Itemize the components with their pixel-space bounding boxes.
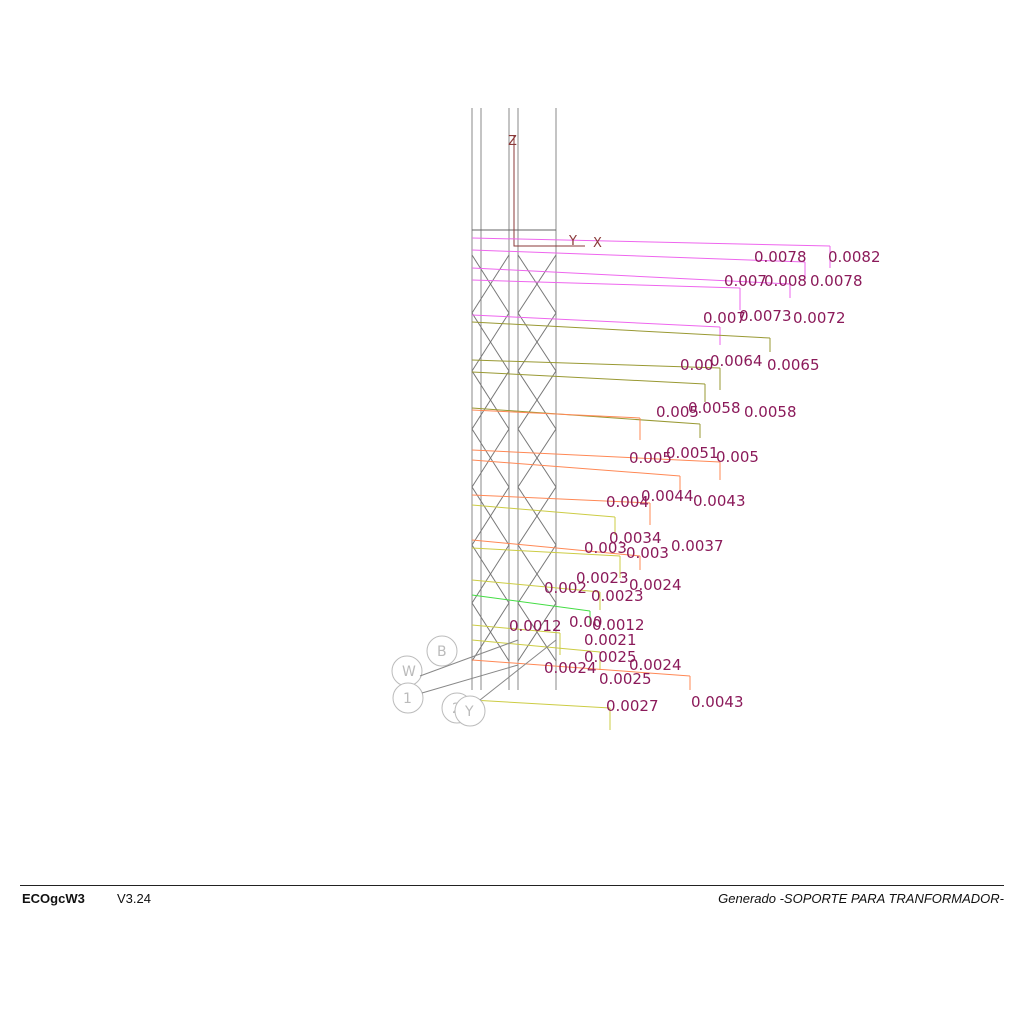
app-version: V3.24 bbox=[117, 891, 151, 906]
grid-marker-label: W bbox=[402, 664, 416, 680]
leader-line bbox=[471, 699, 611, 709]
displacement-label: 0.0023 bbox=[576, 569, 629, 587]
footer-divider bbox=[20, 885, 1004, 886]
leader-line bbox=[471, 249, 806, 263]
displacement-label: 0.0037 bbox=[671, 537, 724, 555]
leader-line bbox=[471, 594, 591, 612]
leader-line bbox=[471, 267, 791, 285]
axis-y-label: Y bbox=[568, 234, 577, 249]
brace bbox=[517, 602, 557, 662]
leader-line bbox=[471, 321, 771, 339]
leader-line bbox=[471, 494, 651, 504]
leader-line bbox=[471, 407, 701, 425]
axis-x-label: X bbox=[593, 236, 602, 251]
leader-line bbox=[471, 279, 741, 289]
displacement-label: 0.0027 bbox=[606, 697, 659, 715]
brace bbox=[517, 544, 557, 604]
displacement-label: 0.0024 bbox=[629, 656, 682, 674]
displacement-label: 0.002 bbox=[544, 579, 587, 597]
leader-line bbox=[471, 409, 641, 419]
displacement-label: 0.0034 bbox=[609, 529, 662, 547]
leader-line bbox=[471, 547, 621, 557]
grid-line bbox=[419, 639, 519, 677]
displacement-label: 0.0023 bbox=[591, 587, 644, 605]
grid-marker-label: 1 bbox=[403, 691, 412, 707]
displacement-label: 0.0024 bbox=[544, 659, 597, 677]
displacement-label: 0.0043 bbox=[691, 693, 744, 711]
displacement-label: 0.0044 bbox=[641, 487, 694, 505]
grid-marker-circle bbox=[392, 682, 424, 714]
grid-line bbox=[479, 639, 557, 701]
displacement-label: 0.0025 bbox=[599, 670, 652, 688]
leader-line bbox=[471, 504, 616, 518]
displacement-label: 0.0021 bbox=[584, 631, 637, 649]
displacement-label: 0.00 bbox=[569, 613, 602, 631]
displacement-label: 0.0051 bbox=[666, 444, 719, 462]
displacement-label: 0.005 bbox=[656, 403, 699, 421]
leader-line bbox=[471, 359, 721, 369]
leader-line bbox=[471, 449, 721, 463]
brace bbox=[517, 486, 557, 546]
app-name: ECOgcW3 bbox=[22, 891, 85, 906]
displacement-label: 0.0082 bbox=[828, 248, 881, 266]
leader-line bbox=[471, 579, 601, 593]
displacement-label: 0.0058 bbox=[688, 399, 741, 417]
displacement-label: 0.0024 bbox=[629, 576, 682, 594]
leader-line bbox=[471, 314, 721, 328]
grid-marker-circle bbox=[454, 695, 486, 727]
axis-z-label: Z bbox=[508, 134, 517, 149]
generated-title: Generado -SOPORTE PARA TRANFORMADOR- bbox=[718, 891, 1004, 906]
displacement-label: 0.007 bbox=[724, 272, 767, 290]
leader-line bbox=[471, 237, 831, 247]
grid-line bbox=[421, 664, 519, 694]
displacement-label: 0.0072 bbox=[793, 309, 846, 327]
brace bbox=[471, 254, 510, 314]
displacement-label: 0.003 bbox=[626, 544, 669, 562]
displacement-label: 0.008 bbox=[764, 272, 807, 290]
grid-marker-label: Y bbox=[464, 704, 474, 720]
displacement-label: 0.007 bbox=[703, 309, 746, 327]
axis-lines bbox=[513, 135, 585, 247]
displacement-leaders bbox=[471, 237, 831, 730]
displacement-label: 0.005 bbox=[629, 449, 672, 467]
displacement-label: 0.0073 bbox=[739, 307, 792, 325]
grid-markers: WB12Y bbox=[391, 635, 557, 727]
displacement-label: 0.00 bbox=[680, 356, 713, 374]
grid-marker-label: B bbox=[437, 644, 447, 660]
displacement-label: 0.004 bbox=[606, 493, 649, 511]
displacement-label: 0.0012 bbox=[509, 617, 562, 635]
leader-line bbox=[471, 539, 641, 557]
brace bbox=[471, 370, 510, 430]
brace bbox=[471, 428, 510, 488]
brace bbox=[471, 312, 510, 372]
displacement-label: 0.0065 bbox=[767, 356, 820, 374]
displacement-label: 0.0064 bbox=[710, 352, 763, 370]
leader-line bbox=[471, 639, 601, 653]
displacement-label: 0.0025 bbox=[584, 648, 637, 666]
displacement-label: 0.0043 bbox=[693, 492, 746, 510]
displacement-label: 0.0058 bbox=[744, 403, 797, 421]
brace bbox=[471, 544, 510, 604]
displacement-label: 0.0078 bbox=[810, 272, 863, 290]
grid-marker-circle bbox=[426, 635, 458, 667]
brace bbox=[471, 602, 510, 662]
leader-line bbox=[471, 624, 561, 634]
leader-line bbox=[471, 459, 681, 477]
leader-line bbox=[471, 659, 691, 677]
brace bbox=[517, 370, 557, 430]
displacement-label: 0.0078 bbox=[754, 248, 807, 266]
brace bbox=[517, 428, 557, 488]
displacement-label: 0.003 bbox=[584, 539, 627, 557]
displacement-label: 0.005 bbox=[716, 448, 759, 466]
displacement-label: 0.0012 bbox=[592, 616, 645, 634]
brace bbox=[517, 254, 557, 314]
leader-line bbox=[471, 371, 706, 385]
